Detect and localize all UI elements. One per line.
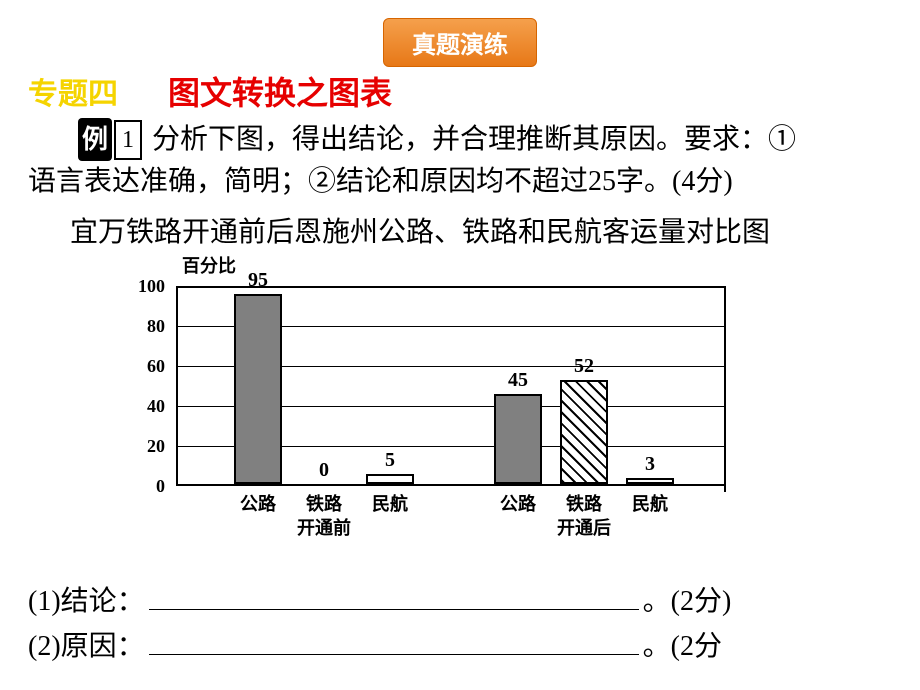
example-block: 例 1 分析下图，得出结论，并合理推断其原因。要求：① 语言表达准确，简明；②结… (28, 118, 892, 203)
topic-title: 图文转换之图表 (168, 68, 392, 114)
group-label-0: 开通前 (297, 514, 351, 540)
group-label-1: 开通后 (557, 514, 611, 540)
example-line1: 例 1 分析下图，得出结论，并合理推断其原因。要求：① (28, 118, 892, 161)
xlabel-开通前-铁路: 铁路 (306, 490, 342, 516)
y-axis-label: 百分比 (182, 252, 236, 278)
bar-label-开通后-公路: 45 (508, 369, 528, 392)
ytick-100: 100 (110, 276, 165, 297)
bar-开通后-铁路 (560, 380, 608, 484)
bar-label-开通前-铁路: 0 (319, 459, 329, 482)
ytick-0: 0 (110, 476, 165, 497)
chart-title: 宜万铁路开通前后恩施州公路、铁路和民航客运量对比图 (70, 210, 770, 250)
ytick-60: 60 (110, 356, 165, 377)
plot-border-left (176, 286, 178, 486)
plot-area: 950545523 (176, 286, 726, 486)
answer-2-label: (2)原因： (28, 625, 145, 670)
xlabel-开通后-铁路: 铁路 (566, 490, 602, 516)
bar-开通后-民航 (626, 478, 674, 484)
bar-label-开通后-铁路: 52 (574, 355, 594, 378)
xlabel-开通后-民航: 民航 (632, 490, 668, 516)
answer-line-1: (1)结论： 。(2分) (28, 580, 892, 625)
header-badge: 真题演练 (383, 18, 537, 67)
answer-block: (1)结论： 。(2分) (2)原因： 。(2分 (28, 580, 892, 670)
example-li-box: 例 (78, 118, 112, 161)
example-line2: 语言表达准确，简明；②结论和原因均不超过25字。(4分) (28, 161, 892, 203)
ytick-40: 40 (110, 396, 165, 417)
xlabel-开通前-公路: 公路 (240, 490, 276, 516)
answer-2-suffix: 。(2分 (643, 625, 722, 670)
topic-label: 专题四 (28, 69, 118, 113)
ytick-20: 20 (110, 436, 165, 457)
answer-1-underline (149, 582, 639, 610)
xlabel-开通后-公路: 公路 (500, 490, 536, 516)
bar-label-开通前-民航: 5 (385, 449, 395, 472)
ytick-80: 80 (110, 316, 165, 337)
bar-开通前-民航 (366, 474, 414, 484)
bar-开通后-公路 (494, 394, 542, 484)
example-marker: 例 1 (78, 118, 142, 161)
xlabel-开通前-民航: 民航 (372, 490, 408, 516)
answer-2-underline (149, 627, 639, 655)
example-num-box: 1 (114, 120, 142, 160)
answer-line-2: (2)原因： 。(2分 (28, 625, 892, 670)
bar-label-开通前-公路: 95 (248, 269, 268, 292)
example-text-1: 分析下图，得出结论，并合理推断其原因。要求：① (152, 119, 796, 161)
topic-row: 专题四 图文转换之图表 (28, 68, 392, 114)
bar-开通前-公路 (234, 294, 282, 484)
chart-container: 百分比 100 80 60 40 20 0 95 0 5 45 52 3 公路 铁路 民航 公路… (110, 246, 750, 536)
answer-1-label: (1)结论： (28, 580, 145, 625)
plot-border-bottom (176, 484, 726, 486)
bar-label-开通后-民航: 3 (645, 453, 655, 476)
answer-1-suffix: 。(2分) (643, 580, 732, 625)
